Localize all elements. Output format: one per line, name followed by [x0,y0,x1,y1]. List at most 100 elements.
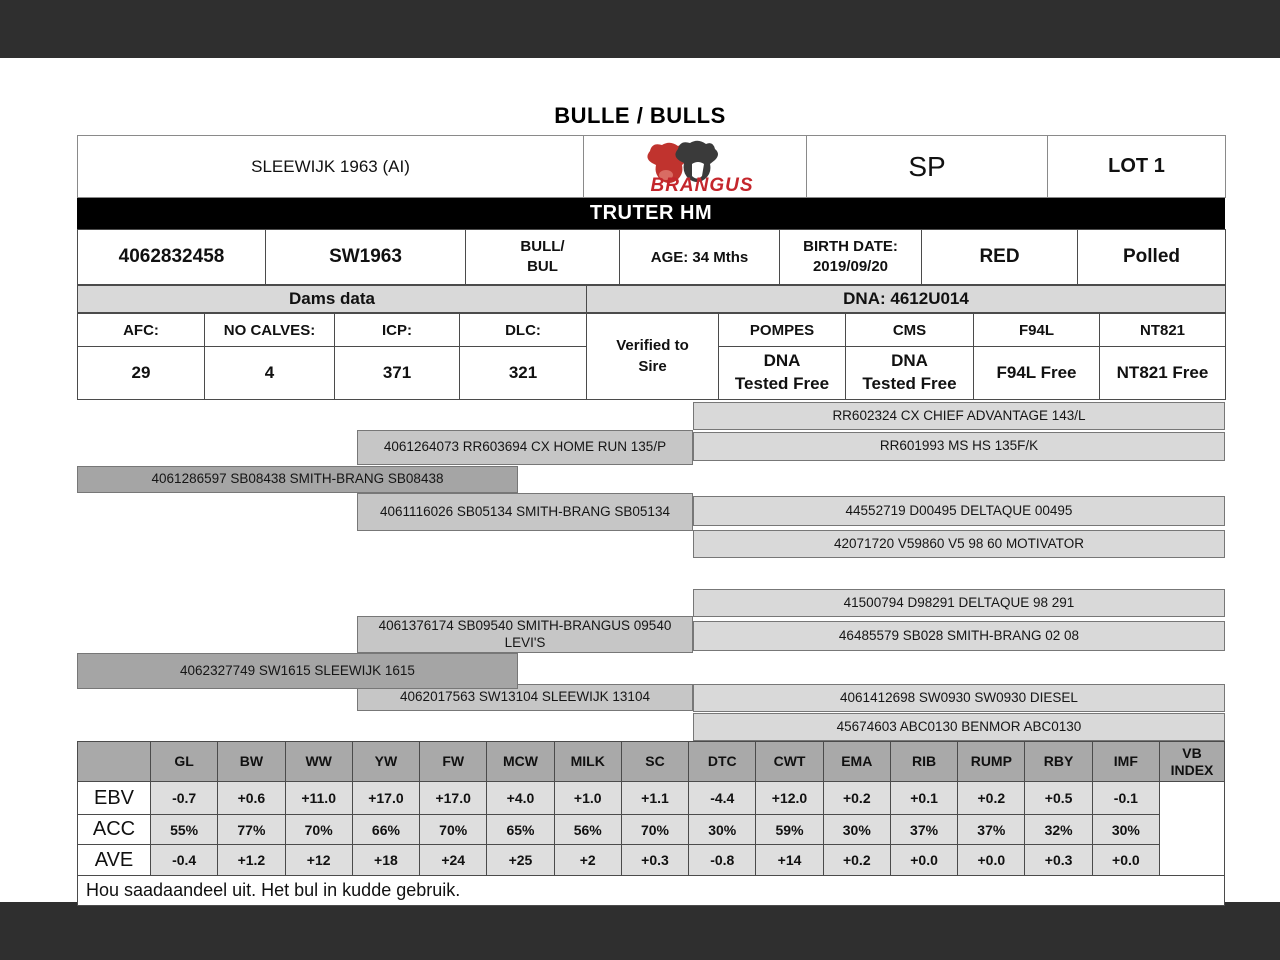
birth-value: 2019/09/20 [812,258,889,275]
acc-row: ACC 55% 77% 70% 66% 70% 65% 56% 70% 30% … [77,814,1225,845]
ebv-cell: +11.0 [284,781,353,815]
ave-cell: +1.2 [217,844,286,876]
no-calves-label: NO CALVES: [204,313,335,347]
ebv-corner-cell [77,741,151,782]
ebv-col-header-dtc: DTC [688,741,757,782]
acc-cell: 30% [822,814,891,845]
dna-number: DNA: 4612U014 [586,285,1226,313]
verified-line2: Sire [638,357,667,375]
ebv-col-header-rump: RUMP [957,741,1026,782]
lot-label: LOT [1108,155,1149,177]
acc-cell: 70% [284,814,353,845]
ebv-cell: +0.6 [217,781,286,815]
stud-id: SW1963 [265,229,466,285]
ave-cell: +2 [553,844,622,876]
pedigree-box-grandsire-1: 4061264073 RR603694 CX HOME RUN 135/P [357,430,693,465]
catalog-card: SLEEWIJK 1963 (AI) BRANGUS SP LOT [77,135,1226,906]
ebv-cell: +0.5 [1024,781,1093,815]
ebv-cell: +1.0 [553,781,622,815]
test-f94l-result: F94L Free [973,346,1100,400]
icp-value: 371 [334,346,460,400]
ebv-cell: +0.2 [822,781,891,815]
top-dark-bar [0,0,1280,58]
birth-label: BIRTH DATE: [803,237,898,255]
acc-cell: 55% [149,814,219,845]
acc-cell: 37% [889,814,959,845]
dams-data-label: Dams data [77,285,587,313]
pedigree-chart: RR602324 CX CHIEF ADVANTAGE 143/L 406126… [77,400,1225,741]
ebv-col-header-gl: GL [149,741,219,782]
bottom-dark-bar [0,902,1280,960]
pedigree-box-granddam-1: 4061116026 SB05134 SMITH-BRANG SB05134 [357,493,693,531]
afc-label: AFC: [77,313,205,347]
ebv-col-header-sc: SC [620,741,690,782]
pedigree-box-sire: 4061286597 SB08438 SMITH-BRANG SB08438 [77,466,518,493]
colour-cell: RED [921,229,1078,285]
bull-heads-icon: BRANGUS [647,140,753,194]
lot-number: LOT 1 [1047,135,1226,198]
ave-row-label: AVE [77,844,151,876]
afc-value: 29 [77,346,205,400]
pedigree-box-great-granddam-1: RR601993 MS HS 135F/K [693,432,1225,461]
test-pompes-result: DNA Tested Free [718,346,846,400]
ebv-col-header-rib: RIB [889,741,959,782]
ave-cell: +0.0 [1091,844,1161,876]
ebv-col-header-cwt: CWT [755,741,824,782]
ebv-col-header-yw: YW [351,741,421,782]
acc-cell: 32% [1024,814,1093,845]
acc-cell: 56% [553,814,622,845]
pedigree-box-great-granddam-3: 46485579 SB028 SMITH-BRANG 02 08 [693,621,1225,651]
sex-cell: BULL/ BUL [465,229,620,285]
test-pompes-label: POMPES [718,313,846,347]
pedigree-box-granddam-2: 4062017563 SW13104 SLEEWIJK 13104 [357,684,693,711]
ebv-cell: +0.2 [957,781,1026,815]
ebv-cell: +4.0 [486,781,555,815]
animal-name-ai: SLEEWIJK 1963 (AI) [77,135,584,198]
ebv-header-row: GL BW WW YW FW MCW MILK SC DTC CWT EMA R… [77,741,1225,782]
test-cms-result: DNA Tested Free [845,346,974,400]
pedigree-box-great-grandsire-3: 41500794 D98291 DELTAQUE 98 291 [693,589,1225,617]
animal-name-bar: TRUTER HM [77,198,1225,229]
dlc-label: DLC: [459,313,587,347]
age-cell: AGE: 34 Mths [619,229,780,285]
test-cms-label: CMS [845,313,974,347]
header-row: SLEEWIJK 1963 (AI) BRANGUS SP LOT [77,135,1226,198]
brangus-logo-text: BRANGUS [650,175,753,194]
cms-result-line2: Tested Free [862,374,957,393]
vb-index-blank-cell [1159,781,1225,876]
ebv-row: EBV -0.7 +0.6 +11.0 +17.0 +17.0 +4.0 +1.… [77,781,1225,876]
ebv-cell: -0.1 [1091,781,1161,815]
ave-cell: +0.3 [1024,844,1093,876]
cms-result-line1: DNA [891,351,928,371]
ebv-col-header-vb-index: VB INDEX [1159,741,1225,782]
registration-number: 4062832458 [77,229,266,285]
ebv-col-header-milk: MILK [553,741,622,782]
pedigree-box-great-grandsire-2: 44552719 D00495 DELTAQUE 00495 [693,496,1225,526]
ebv-col-header-fw: FW [419,741,488,782]
pedigree-box-dam: 4062327749 SW1615 SLEEWIJK 1615 [77,653,518,689]
ave-cell: +14 [755,844,824,876]
pedigree-box-great-grandsire-4: 4061412698 SW0930 SW0930 DIESEL [693,684,1225,712]
acc-cell: 30% [1091,814,1161,845]
ave-cell: +24 [419,844,488,876]
ebv-cell: +17.0 [419,781,488,815]
dams-dna-row: Dams data DNA: 4612U014 [77,285,1226,313]
ebv-cell: +0.1 [889,781,959,815]
horn-status-cell: Polled [1077,229,1226,285]
acc-row-label: ACC [77,814,151,845]
lot-value: 1 [1153,155,1165,177]
sex-line2: BUL [527,258,558,275]
ebv-col-header-ema: EMA [822,741,891,782]
pedigree-box-great-granddam-2: 42071720 V59860 V5 98 60 MOTIVATOR [693,530,1225,558]
no-calves-value: 4 [204,346,335,400]
ebv-cell: -0.7 [149,781,219,815]
acc-cell: 59% [755,814,824,845]
ebv-row-label: EBV [77,781,151,815]
ave-row: AVE -0.4 +1.2 +12 +18 +24 +25 +2 +0.3 -0… [77,844,1225,876]
pedigree-box-great-grandsire-1: RR602324 CX CHIEF ADVANTAGE 143/L [693,402,1225,430]
ebv-cell: +12.0 [755,781,824,815]
ave-cell: +0.0 [957,844,1026,876]
acc-cell: 70% [620,814,690,845]
ebv-col-header-bw: BW [217,741,286,782]
